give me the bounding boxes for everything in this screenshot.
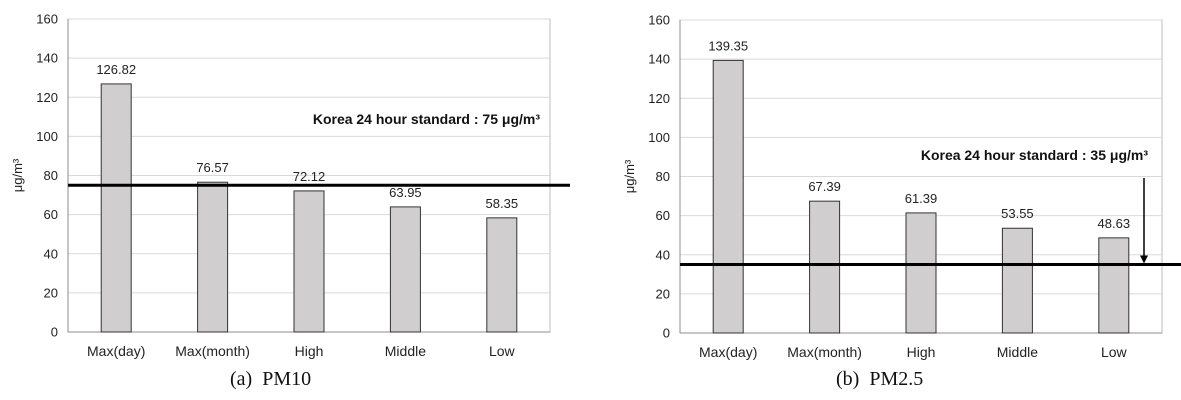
pm25-bar-chart: 0 20 40 60 80 100 120 140 160 μg/m³ 139.35 Max(day)…	[622, 13, 1181, 360]
pm25-category-label-4: Low	[1101, 344, 1128, 360]
pm10-bar-0	[100, 83, 132, 333]
pm25-y-tick-label: 0	[663, 326, 670, 341]
pm10-category-label-0: Max(day)	[87, 343, 145, 359]
pm25-y-axis-label: μg/m³	[622, 159, 637, 193]
pm10-data-label-0: 126.82	[96, 62, 136, 77]
pm25-bar-3	[1001, 227, 1033, 334]
pm10-y-tick-label: 20	[44, 285, 58, 300]
chart-panel-pm25: 0 20 40 60 80 100 120 140 160 μg/m³ 139.35 Max(day)…	[600, 0, 1181, 400]
pm10-data-label-4: 58.35	[486, 196, 519, 211]
pm25-y-tick-label: 80	[656, 169, 670, 184]
pm25-data-label-1: 67.39	[808, 179, 841, 194]
pm25-data-label-3: 53.55	[1001, 206, 1034, 221]
pm10-y-tick-label: 120	[36, 90, 58, 105]
pm25-bar-4	[1098, 237, 1130, 334]
pm10-y-tick-label: 40	[44, 246, 58, 261]
pm10-data-label-2: 72.12	[293, 169, 326, 184]
pm25-y-tick-label: 160	[648, 13, 670, 28]
pm10-y-tick-label: 140	[36, 51, 58, 66]
pm10-category-label-3: Middle	[385, 343, 426, 359]
pm10-data-label-1: 76.57	[196, 160, 229, 175]
pm25-category-label-2: High	[907, 344, 936, 360]
pm10-standard-label: Korea 24 hour standard : 75 μg/m³	[313, 111, 541, 127]
pm10-bar-2	[293, 190, 325, 333]
pm25-y-tick-label: 140	[648, 52, 670, 67]
pm25-bar-2	[905, 212, 937, 334]
pm25-bar-0	[712, 59, 744, 334]
pm25-category-label-0: Max(day)	[699, 344, 757, 360]
pm10-y-tick-label: 0	[51, 325, 58, 340]
pm25-data-label-2: 61.39	[905, 191, 938, 206]
pm25-y-tick-label: 120	[648, 91, 670, 106]
pm10-y-tick-label: 100	[36, 129, 58, 144]
pm25-data-label-4: 48.63	[1098, 216, 1131, 231]
pm25-y-tick-label: 100	[648, 130, 670, 145]
pm10-bar-4	[486, 217, 518, 333]
pm10-bar-chart: 0 20 40 60 80 100 120 140 160 μg/m³ 126.82 Max(day)…	[10, 12, 570, 359]
pm10-y-tick-label: 60	[44, 207, 58, 222]
pm25-y-tick-label: 60	[656, 208, 670, 223]
pm10-y-axis-label: μg/m³	[10, 158, 25, 192]
pm25-standard-arrowhead	[1140, 255, 1148, 264]
pm25-standard-label: Korea 24 hour standard : 35 μg/m³	[921, 147, 1149, 163]
caption-pm25: (b) PM2.5	[836, 368, 924, 390]
caption-pm10: (a) PM10	[230, 368, 312, 390]
pm10-category-label-2: High	[295, 343, 324, 359]
pm10-y-tick-label: 80	[44, 168, 58, 183]
pm10-category-label-1: Max(month)	[175, 343, 250, 359]
chart-panel-pm10: 0 20 40 60 80 100 120 140 160 μg/m³ 126.82 Max(day)…	[0, 0, 570, 400]
pm25-y-tick-label: 20	[656, 286, 670, 301]
pm10-bar-1	[197, 181, 229, 333]
pm25-category-label-3: Middle	[997, 344, 1038, 360]
pm25-category-label-1: Max(month)	[787, 344, 862, 360]
pm25-data-label-0: 139.35	[708, 38, 748, 53]
pm25-y-tick-label: 40	[656, 247, 670, 262]
pm10-category-label-4: Low	[489, 343, 516, 359]
pm25-bar-1	[809, 200, 841, 334]
pm10-bar-3	[389, 206, 421, 333]
pm10-data-label-3: 63.95	[389, 185, 422, 200]
pm10-y-tick-label: 160	[36, 12, 58, 27]
